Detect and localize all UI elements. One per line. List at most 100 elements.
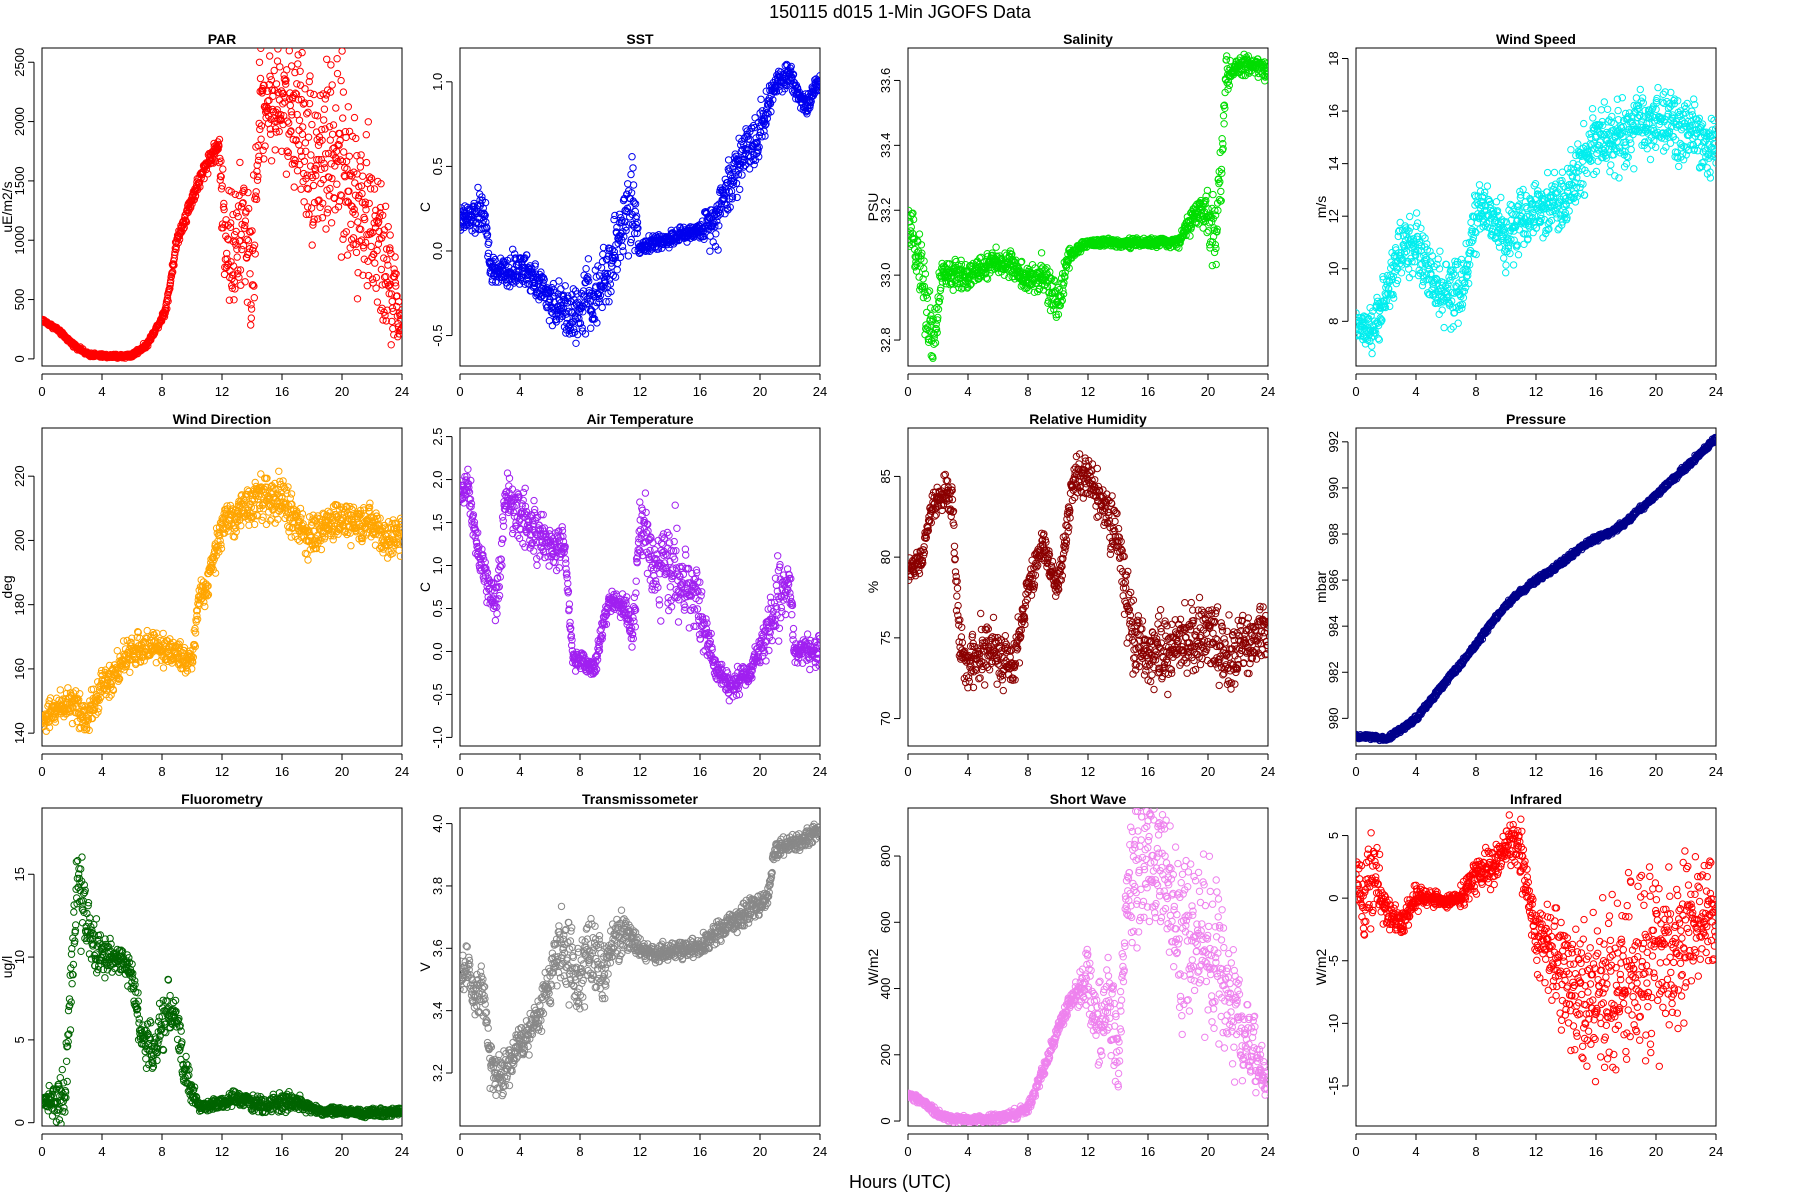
data-point — [763, 114, 771, 123]
data-point — [85, 726, 93, 734]
data-point — [299, 123, 307, 131]
data-point — [924, 288, 932, 296]
data-point — [1381, 303, 1390, 312]
data-point — [745, 165, 754, 173]
data-point — [1535, 216, 1543, 225]
data-point — [94, 708, 102, 716]
data-point — [1394, 227, 1403, 236]
data-point — [920, 282, 929, 291]
y-tick-label: 0.5 — [430, 157, 445, 175]
data-point — [1395, 226, 1404, 235]
data-point — [1420, 252, 1428, 260]
data-point — [1036, 284, 1044, 293]
data-point — [298, 130, 307, 139]
data-point — [1447, 325, 1455, 333]
data-point — [262, 102, 271, 111]
data-point — [274, 48, 282, 53]
data-point — [606, 280, 615, 288]
data-point — [1644, 110, 1652, 119]
y-tick-label: 33.4 — [878, 133, 893, 158]
x-tick-label: 8 — [158, 384, 165, 399]
data-point — [1653, 94, 1661, 103]
data-point — [483, 231, 492, 239]
data-point — [982, 274, 990, 282]
data-point — [1559, 218, 1567, 226]
data-point — [1018, 257, 1026, 266]
data-point — [397, 325, 402, 333]
data-point — [366, 176, 374, 184]
data-point — [592, 273, 600, 281]
data-point — [559, 304, 567, 312]
data-point — [226, 223, 235, 232]
x-tick-label: 20 — [335, 384, 349, 399]
data-point — [971, 276, 979, 285]
data-point — [584, 273, 592, 281]
data-point — [610, 215, 618, 224]
data-point — [712, 230, 720, 238]
data-point — [1037, 249, 1046, 257]
data-point — [256, 74, 265, 83]
data-point — [371, 259, 379, 267]
data-point — [1469, 236, 1477, 245]
data-point — [786, 64, 794, 72]
data-point — [1584, 147, 1592, 155]
data-point — [271, 146, 279, 154]
data-point — [197, 174, 205, 182]
data-point — [316, 203, 324, 212]
data-point — [956, 265, 964, 273]
data-point — [305, 99, 314, 108]
data-point — [374, 240, 383, 248]
data-point — [358, 236, 366, 244]
data-point — [551, 292, 559, 300]
data-point — [241, 217, 250, 225]
data-point — [1674, 97, 1682, 105]
data-point — [627, 235, 635, 244]
data-point — [1573, 174, 1581, 182]
data-point — [1602, 128, 1611, 137]
data-point — [933, 328, 941, 337]
data-point — [204, 170, 212, 178]
data-point — [1000, 271, 1008, 279]
data-point — [750, 123, 759, 132]
data-point — [573, 290, 581, 298]
data-point — [264, 104, 272, 113]
data-point — [1500, 254, 1508, 262]
data-point — [1583, 169, 1591, 178]
data-point — [555, 277, 563, 285]
data-point — [1639, 99, 1648, 107]
data-point — [762, 105, 771, 113]
data-point — [1643, 145, 1651, 153]
data-point — [1638, 94, 1647, 102]
data-point — [725, 167, 733, 175]
data-point — [733, 193, 741, 202]
data-point — [166, 285, 174, 293]
data-point — [1673, 153, 1681, 161]
data-point — [769, 96, 777, 104]
data-point — [1502, 261, 1510, 269]
data-point — [755, 153, 763, 161]
data-point — [273, 106, 281, 114]
data-point — [1472, 229, 1480, 237]
data-point — [1211, 241, 1220, 249]
data-point — [593, 319, 601, 327]
data-point — [1402, 247, 1411, 256]
data-point — [1449, 323, 1458, 331]
data-point — [1398, 261, 1406, 269]
data-point — [297, 185, 305, 193]
data-point — [56, 686, 64, 694]
data-point — [1458, 304, 1466, 312]
data-point — [1462, 273, 1471, 281]
data-point — [377, 265, 386, 274]
y-tick-label: 2500 — [12, 48, 27, 77]
data-point — [326, 184, 334, 193]
data-point — [266, 52, 274, 60]
data-point — [301, 99, 309, 107]
data-point — [367, 230, 375, 238]
data-point — [381, 202, 390, 211]
data-point — [239, 188, 247, 196]
data-point — [353, 295, 362, 303]
data-point — [1440, 323, 1448, 332]
